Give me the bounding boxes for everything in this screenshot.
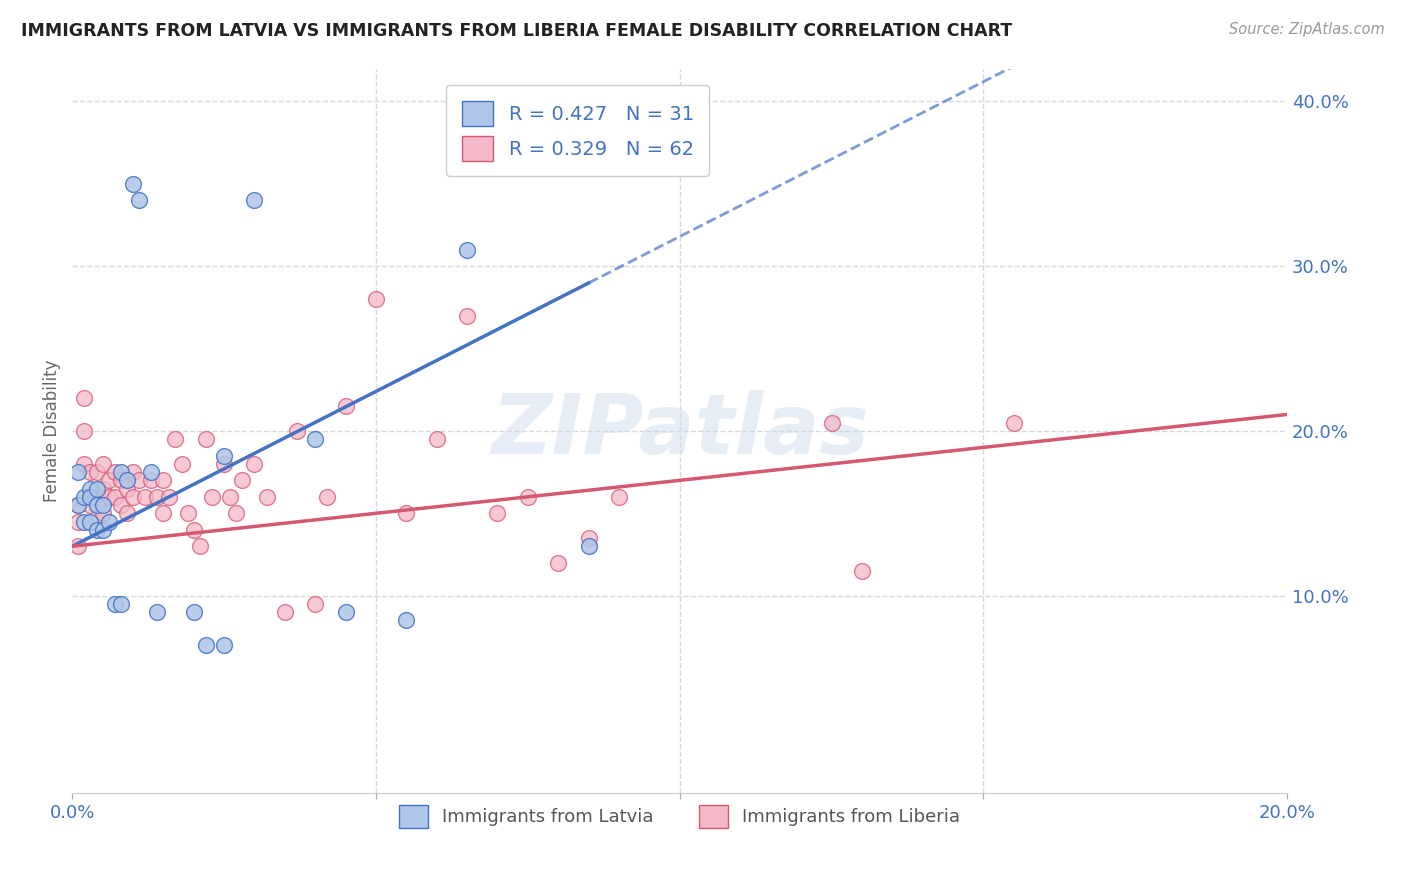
Point bbox=[73, 391, 96, 405]
Point bbox=[152, 506, 174, 520]
Point bbox=[79, 482, 101, 496]
Point bbox=[91, 506, 114, 520]
Point bbox=[104, 597, 127, 611]
Point bbox=[104, 465, 127, 479]
Point bbox=[194, 432, 217, 446]
Point bbox=[578, 531, 600, 545]
Point bbox=[97, 490, 120, 504]
Point bbox=[86, 482, 108, 496]
Point bbox=[335, 399, 357, 413]
Point bbox=[91, 482, 114, 496]
Point bbox=[578, 539, 600, 553]
Point bbox=[122, 490, 145, 504]
Point bbox=[115, 474, 138, 488]
Point bbox=[86, 465, 108, 479]
Point bbox=[134, 490, 156, 504]
Point bbox=[104, 490, 127, 504]
Point bbox=[73, 424, 96, 438]
Point bbox=[110, 465, 132, 479]
Point bbox=[243, 194, 266, 208]
Point bbox=[86, 498, 108, 512]
Point bbox=[67, 498, 90, 512]
Point bbox=[274, 605, 297, 619]
Point bbox=[110, 498, 132, 512]
Point bbox=[188, 539, 211, 553]
Point bbox=[67, 465, 90, 479]
Point bbox=[73, 490, 96, 504]
Point bbox=[165, 432, 187, 446]
Point bbox=[335, 605, 357, 619]
Point bbox=[516, 490, 538, 504]
Text: Source: ZipAtlas.com: Source: ZipAtlas.com bbox=[1229, 22, 1385, 37]
Point bbox=[304, 432, 326, 446]
Point bbox=[183, 605, 205, 619]
Point bbox=[146, 490, 169, 504]
Point bbox=[79, 515, 101, 529]
Point bbox=[820, 416, 842, 430]
Point bbox=[364, 292, 387, 306]
Point bbox=[67, 498, 90, 512]
Point bbox=[212, 457, 235, 471]
Point bbox=[212, 449, 235, 463]
Point bbox=[91, 523, 114, 537]
Point bbox=[285, 424, 308, 438]
Point bbox=[67, 539, 90, 553]
Point bbox=[547, 556, 569, 570]
Point bbox=[97, 474, 120, 488]
Point bbox=[607, 490, 630, 504]
Point bbox=[201, 490, 224, 504]
Legend: Immigrants from Latvia, Immigrants from Liberia: Immigrants from Latvia, Immigrants from … bbox=[392, 797, 967, 835]
Point bbox=[141, 465, 163, 479]
Text: IMMIGRANTS FROM LATVIA VS IMMIGRANTS FROM LIBERIA FEMALE DISABILITY CORRELATION : IMMIGRANTS FROM LATVIA VS IMMIGRANTS FRO… bbox=[21, 22, 1012, 40]
Point bbox=[79, 490, 101, 504]
Point bbox=[86, 515, 108, 529]
Point bbox=[110, 597, 132, 611]
Point bbox=[219, 490, 242, 504]
Point bbox=[128, 474, 150, 488]
Point bbox=[395, 613, 418, 627]
Point bbox=[97, 515, 120, 529]
Point bbox=[115, 506, 138, 520]
Point bbox=[1002, 416, 1025, 430]
Point bbox=[456, 309, 478, 323]
Point bbox=[212, 638, 235, 652]
Point bbox=[170, 457, 193, 471]
Point bbox=[851, 564, 873, 578]
Point bbox=[225, 506, 247, 520]
Point bbox=[194, 638, 217, 652]
Point bbox=[486, 506, 509, 520]
Point bbox=[152, 474, 174, 488]
Point bbox=[231, 474, 253, 488]
Point bbox=[243, 457, 266, 471]
Point bbox=[67, 515, 90, 529]
Point bbox=[146, 605, 169, 619]
Point bbox=[73, 457, 96, 471]
Point bbox=[79, 498, 101, 512]
Point bbox=[122, 177, 145, 191]
Point bbox=[256, 490, 278, 504]
Point bbox=[91, 498, 114, 512]
Point bbox=[304, 597, 326, 611]
Point bbox=[110, 474, 132, 488]
Point bbox=[79, 490, 101, 504]
Point bbox=[456, 243, 478, 257]
Point bbox=[86, 523, 108, 537]
Point bbox=[183, 523, 205, 537]
Point bbox=[115, 482, 138, 496]
Point bbox=[86, 490, 108, 504]
Point bbox=[122, 465, 145, 479]
Point bbox=[176, 506, 198, 520]
Point bbox=[79, 465, 101, 479]
Text: ZIPatlas: ZIPatlas bbox=[491, 391, 869, 472]
Point bbox=[141, 474, 163, 488]
Point bbox=[426, 432, 449, 446]
Point bbox=[91, 457, 114, 471]
Point bbox=[157, 490, 180, 504]
Y-axis label: Female Disability: Female Disability bbox=[44, 359, 60, 502]
Point bbox=[316, 490, 339, 504]
Point bbox=[128, 194, 150, 208]
Point bbox=[395, 506, 418, 520]
Point bbox=[73, 515, 96, 529]
